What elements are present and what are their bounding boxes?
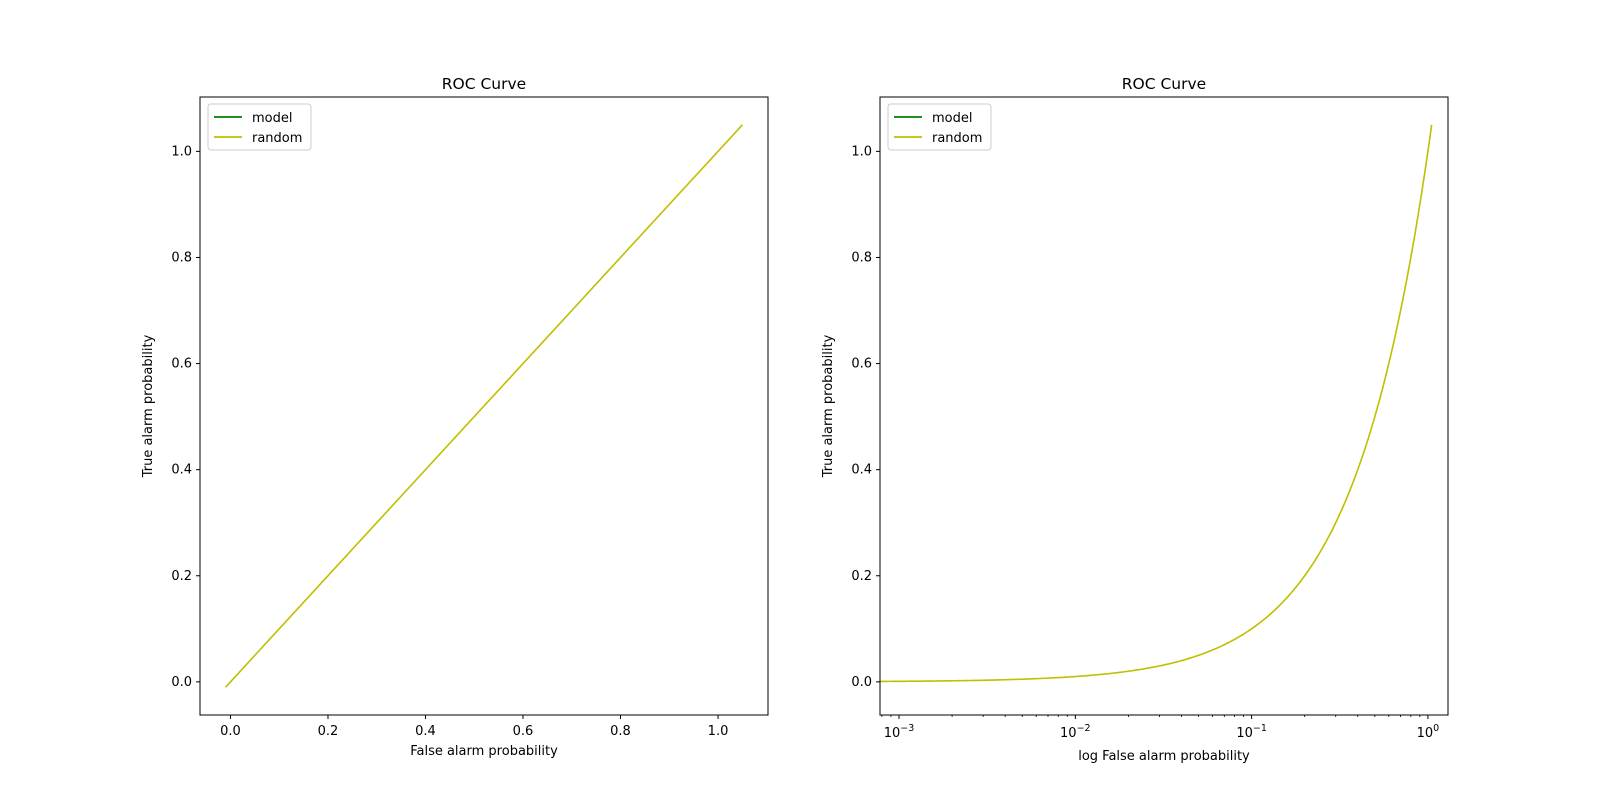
y-tick-label: 0.4	[171, 463, 192, 478]
legend-label-model: model	[252, 111, 292, 126]
chart-title: ROC Curve	[1122, 75, 1206, 93]
legend-label-random: random	[932, 131, 982, 146]
x-axis-label: log False alarm probability	[1078, 749, 1250, 764]
axes-frame	[199, 96, 769, 716]
legend: model random	[207, 103, 312, 151]
legend-box	[887, 103, 992, 151]
legend-label-random: random	[252, 131, 302, 146]
plot-panel-2: 0.0 0.2 0.4 0.6 0.8 1.0 10−3 10−2 10−1 100 ROC Cur…	[821, 75, 1449, 764]
x-tick-label: 10−1	[1236, 723, 1267, 741]
y-tick-label: 0.0	[171, 675, 192, 690]
legend-box	[207, 103, 312, 151]
y-tick-label: 0.0	[851, 675, 872, 690]
x-tick-label: 10−2	[1060, 723, 1091, 741]
y-tick-label: 1.0	[851, 144, 872, 159]
series-line-random	[880, 124, 1433, 683]
x-tick-label: 0.6	[513, 724, 534, 739]
axes-frame	[879, 96, 1449, 716]
y-axis-label: True alarm probability	[821, 334, 836, 478]
y-tick-label: 0.2	[851, 569, 872, 584]
y-tick-label: 0.6	[851, 357, 872, 372]
y-tick-label: 1.0	[171, 144, 192, 159]
y-axis-label: True alarm probability	[141, 334, 156, 478]
x-tick-label: 0.4	[415, 724, 436, 739]
y-tick-label: 0.6	[171, 357, 192, 372]
series-line-random	[225, 124, 743, 688]
chart-title: ROC Curve	[442, 75, 526, 93]
y-tick-label: 0.8	[171, 250, 192, 265]
x-tick-label: 100	[1417, 723, 1440, 741]
plot-panel-1: 0.0 0.2 0.4 0.6 0.8 1.0 0.0 0.2 0.4 0.6 0.8 1.0 ROC …	[141, 75, 769, 759]
y-tick-label: 0.2	[171, 569, 192, 584]
x-tick-label: 10−3	[884, 723, 915, 741]
y-tick-label: 0.4	[851, 463, 872, 478]
x-tick-label: 0.8	[610, 724, 631, 739]
y-tick-label: 0.8	[851, 250, 872, 265]
legend-label-model: model	[932, 111, 972, 126]
legend: model random	[887, 103, 992, 151]
x-tick-label: 1.0	[708, 724, 729, 739]
x-axis-label: False alarm probability	[410, 744, 558, 759]
x-tick-label: 0.2	[318, 724, 339, 739]
x-tick-label: 0.0	[220, 724, 241, 739]
